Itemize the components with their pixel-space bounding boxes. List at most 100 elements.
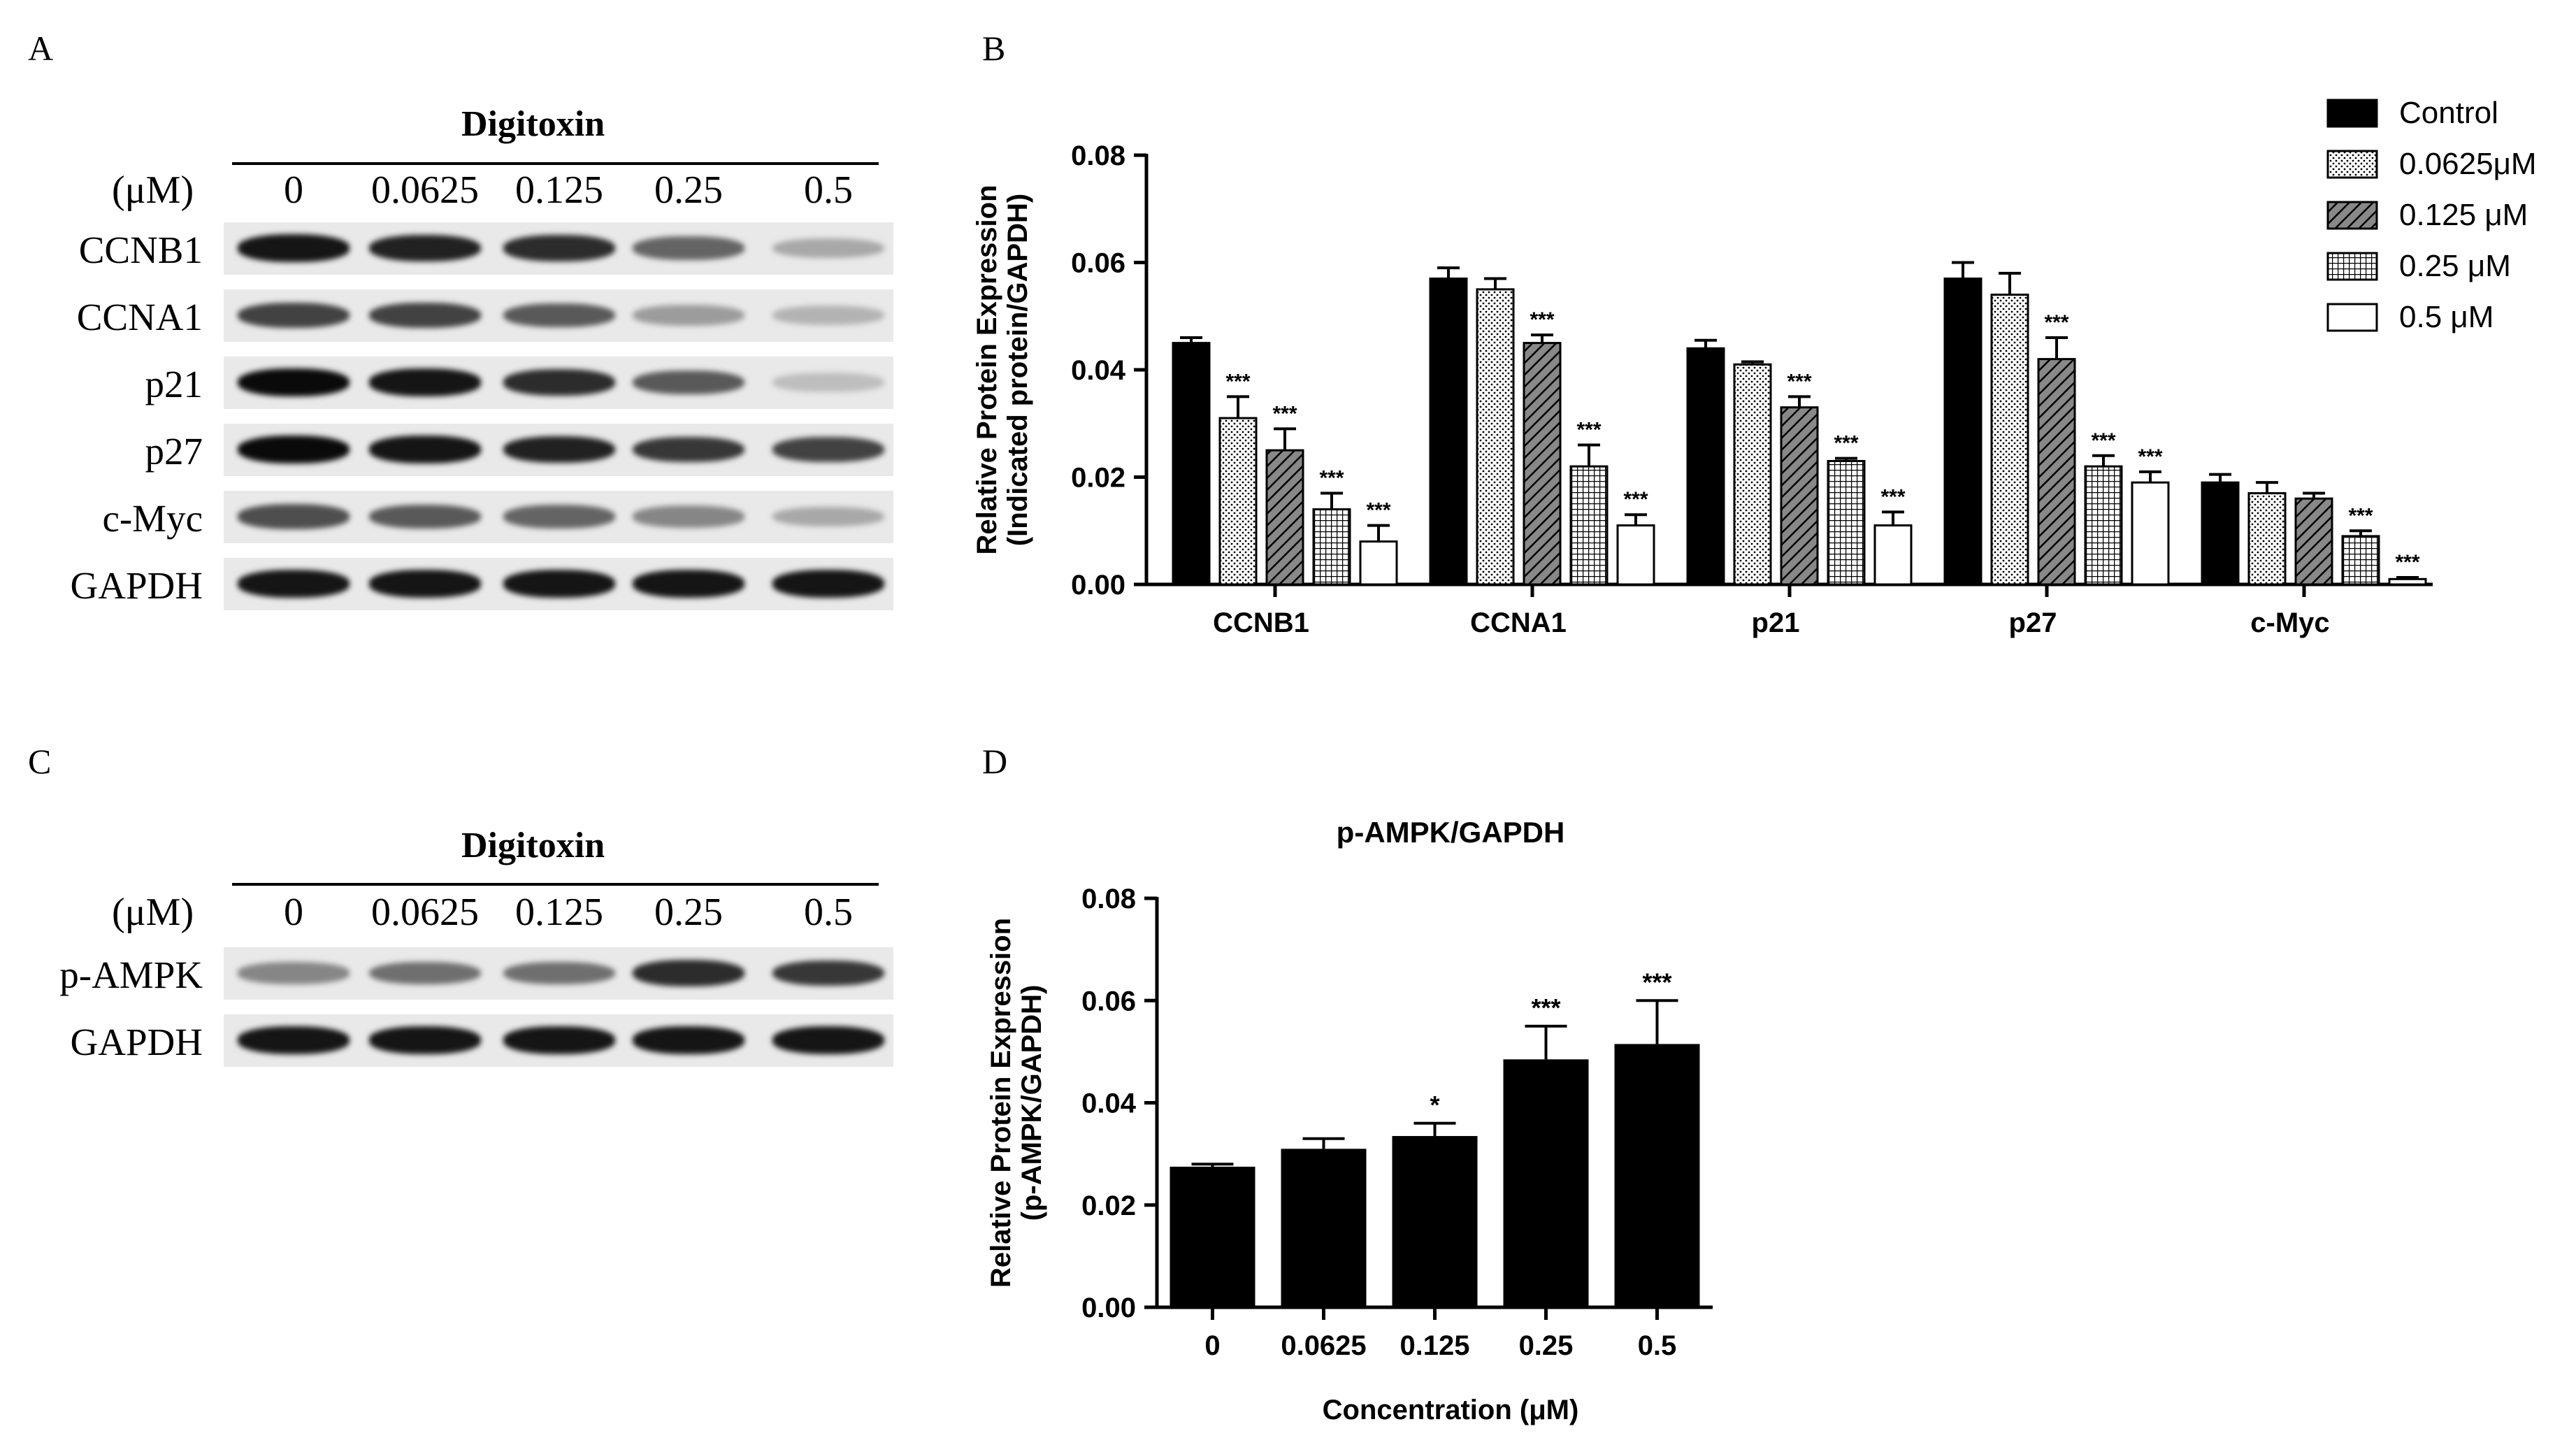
y-tick-label: 0.08 <box>1071 141 1125 171</box>
protein-band <box>633 305 744 326</box>
panel-letter-d: D <box>982 742 1008 781</box>
x-tick-label: 0.25 <box>1519 1330 1574 1361</box>
legend-label: 0.0625μM <box>2399 147 2537 181</box>
y-tick-label: 0.00 <box>1071 570 1125 601</box>
blot-row-label: p-AMPK <box>59 954 203 996</box>
x-tick-label: CCNA1 <box>1470 607 1567 638</box>
blot-strip <box>224 1014 893 1067</box>
x-tick-label: CCNB1 <box>1213 607 1309 638</box>
bar <box>1943 278 1983 586</box>
y-axis-label-line: Relative Protein Expression <box>972 185 1002 554</box>
blot-strip <box>224 289 893 342</box>
bar <box>2388 577 2427 586</box>
legend-swatch <box>2326 252 2378 281</box>
bar <box>1873 524 1913 586</box>
y-tick-label: 0.00 <box>1081 1293 1136 1323</box>
concentration-unit: (μM) <box>112 891 194 934</box>
protein-band <box>503 570 615 598</box>
x-tick-label: 0 <box>1204 1330 1220 1361</box>
bar <box>1476 288 1515 586</box>
bar <box>1614 1044 1700 1307</box>
protein-band <box>238 303 350 328</box>
y-axis-label-line: (p-AMPK/GAPDH) <box>1016 985 1047 1221</box>
protein-band <box>633 236 744 260</box>
bar <box>1170 1166 1255 1307</box>
protein-band <box>238 1026 350 1054</box>
protein-band <box>633 436 744 463</box>
blot-row-label: CCNA1 <box>76 296 203 338</box>
bar <box>1392 1136 1478 1307</box>
y-axis-label: Relative Protein Expression(Indicated pr… <box>972 185 1033 554</box>
protein-band <box>503 436 615 463</box>
bar <box>1172 342 1211 586</box>
legend-label: Control <box>2399 96 2498 130</box>
significance-label: *** <box>1530 308 1554 331</box>
blot-row-label: p27 <box>145 430 203 473</box>
protein-band <box>503 235 615 261</box>
significance-label: *** <box>1623 488 1648 511</box>
panel-letter-a: A <box>28 29 54 68</box>
legend-swatch <box>2326 99 2378 128</box>
concentration-label: 0.5 <box>804 891 853 934</box>
bar <box>1990 294 2029 586</box>
bar <box>2247 492 2287 586</box>
y-tick-label: 0.06 <box>1081 986 1136 1016</box>
significance-label: * <box>1430 1091 1439 1119</box>
concentration-label: 0.25 <box>654 168 723 212</box>
bar <box>2294 497 2333 586</box>
significance-label: *** <box>1880 485 1905 508</box>
bar <box>1616 524 1655 586</box>
protein-band <box>369 570 481 598</box>
protein-band <box>238 962 350 984</box>
significance-label: *** <box>1642 968 1671 996</box>
concentration-label: 0.25 <box>654 891 723 934</box>
y-tick-label: 0.04 <box>1081 1088 1137 1119</box>
y-tick-label: 0.04 <box>1071 355 1126 386</box>
significance-label: *** <box>1366 499 1390 522</box>
y-tick-label: 0.02 <box>1081 1191 1136 1221</box>
concentration-label: 0.5 <box>804 168 853 212</box>
protein-band <box>633 960 744 986</box>
concentration-label: 0 <box>284 168 303 212</box>
legend-swatch <box>2326 303 2378 332</box>
y-axis-label: Relative Protein Expression(p-AMPK/GAPDH… <box>986 918 1047 1288</box>
bar <box>1359 540 1398 586</box>
y-tick-label: 0.08 <box>1081 884 1136 914</box>
chart-title: p-AMPK/GAPDH <box>1337 816 1565 849</box>
bar <box>1686 347 1725 586</box>
significance-label: *** <box>1531 993 1560 1022</box>
protein-band <box>503 369 615 396</box>
x-tick-label: 0.0625 <box>1281 1330 1366 1361</box>
bar <box>2131 481 2170 586</box>
protein-band <box>772 373 884 392</box>
blot-row-label: GAPDH <box>70 564 203 607</box>
panel-letter-c: C <box>28 742 52 781</box>
protein-band <box>772 506 884 527</box>
legend-label: 0.5 μM <box>2399 300 2494 334</box>
bar <box>1523 342 1562 586</box>
blot-row-label: GAPDH <box>70 1021 203 1063</box>
bar <box>2341 535 2380 586</box>
significance-label: *** <box>1787 370 1811 393</box>
protein-band <box>772 960 884 986</box>
x-tick-label: p21 <box>1752 607 1800 638</box>
protein-band <box>772 305 884 325</box>
significance-label: *** <box>1272 402 1297 425</box>
protein-band <box>633 570 744 598</box>
protein-band <box>238 436 350 463</box>
protein-band <box>238 504 350 529</box>
x-axis-label: Concentration (μM) <box>1323 1395 1579 1425</box>
protein-band <box>369 303 481 328</box>
bar <box>1503 1059 1589 1307</box>
x-tick-label: 0.5 <box>1638 1330 1677 1361</box>
protein-band <box>772 570 884 598</box>
bar <box>1569 465 1609 586</box>
significance-label: *** <box>1319 467 1344 490</box>
concentration-unit: (μM) <box>112 168 194 212</box>
y-axis-label-line: (Indicated protein/GAPDH) <box>1002 194 1033 546</box>
protein-band <box>503 961 615 985</box>
concentration-label: 0.0625 <box>371 168 479 212</box>
blot-strip <box>224 491 893 543</box>
x-tick-label: p27 <box>2009 607 2057 638</box>
